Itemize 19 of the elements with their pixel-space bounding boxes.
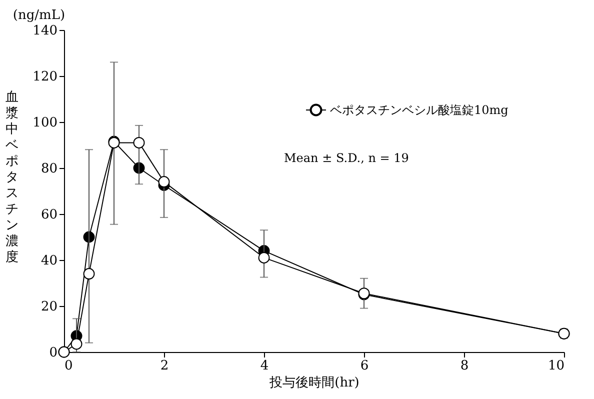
x-tick-label: 8 [460, 358, 469, 374]
x-tick-label: 0 [64, 358, 73, 374]
y-tick-label: 0 [49, 346, 58, 360]
x-tick-label: 6 [360, 358, 369, 374]
annotation: Mean ± S.D., n = 19 [284, 151, 409, 165]
x-axis-title: 投与後時間(hr) [268, 376, 360, 390]
y-tick-label: 60 [40, 208, 58, 222]
y-tick-label: 140 [32, 24, 58, 38]
y-tick-label: 120 [32, 70, 58, 84]
x-tick-label: 10 [548, 358, 564, 374]
y-tick-label: 100 [32, 116, 58, 130]
y-tick-label: 80 [40, 162, 58, 176]
y-tick-label: 20 [40, 300, 58, 314]
text: (ng/mL) [12, 8, 66, 23]
text: 血漿中ベポタスチン濃度 [6, 90, 18, 265]
y-tick-label: 40 [40, 254, 58, 268]
x-tick-label: 2 [160, 358, 169, 374]
legend-label: ベポタスチンベシル酸塩錠10mg [330, 103, 509, 117]
x-tick-label: 4 [260, 358, 269, 374]
